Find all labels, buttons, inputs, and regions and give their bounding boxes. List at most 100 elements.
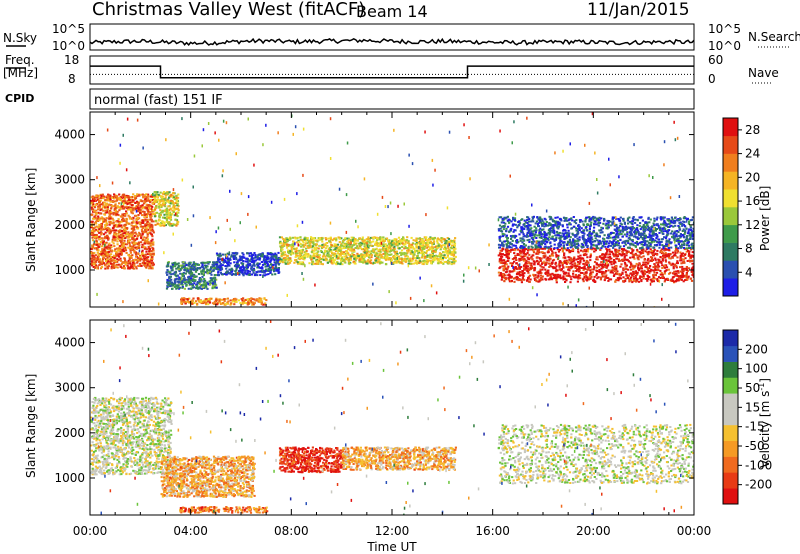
scatter-cell bbox=[253, 252, 256, 254]
scatter-cell bbox=[516, 276, 519, 279]
scatter-cell bbox=[173, 208, 176, 211]
scatter-cell bbox=[416, 254, 419, 257]
scatter-cell bbox=[181, 286, 184, 289]
scatter-cell bbox=[241, 262, 244, 265]
scatter-cell bbox=[148, 250, 151, 253]
scatter-cell bbox=[112, 235, 115, 237]
scatter-cell bbox=[681, 265, 684, 268]
scatter-cell bbox=[442, 237, 445, 240]
scatter-cell bbox=[409, 251, 412, 254]
scatter-cell bbox=[174, 274, 177, 277]
scatter-cell bbox=[217, 268, 220, 271]
scatter-cell bbox=[367, 236, 370, 239]
scatter-cell bbox=[202, 269, 205, 272]
scatter-cell bbox=[430, 254, 433, 257]
scatter-cell bbox=[317, 261, 320, 264]
scatter-cell bbox=[240, 257, 243, 260]
scatter-cell bbox=[257, 300, 260, 303]
scatter-cell bbox=[159, 211, 163, 214]
scatter-cell bbox=[668, 261, 671, 264]
scatter-cell bbox=[283, 257, 286, 260]
scatter-cell bbox=[210, 278, 214, 281]
scatter-cell bbox=[385, 237, 389, 240]
scatter-cell bbox=[645, 263, 648, 266]
scatter-cell bbox=[401, 240, 404, 243]
scatter-cell bbox=[437, 243, 440, 246]
scatter-cell bbox=[332, 258, 335, 261]
scatter-cell bbox=[97, 197, 100, 200]
scatter-cell bbox=[105, 204, 108, 207]
scatter-cell bbox=[180, 282, 183, 285]
scatter-cell bbox=[307, 254, 310, 257]
noise-tick-bottom-left: 10^0 bbox=[52, 39, 85, 53]
scatter-cell bbox=[568, 269, 571, 272]
scatter-cell bbox=[121, 200, 124, 203]
scatter-cell bbox=[516, 271, 519, 274]
scatter-cell bbox=[404, 240, 407, 243]
scatter-cell bbox=[95, 213, 98, 216]
scatter-cell bbox=[166, 273, 169, 276]
scatter-cell bbox=[232, 256, 235, 259]
scatter-cell bbox=[158, 215, 161, 218]
scatter-cell bbox=[364, 249, 367, 252]
scatter-cell bbox=[234, 251, 237, 254]
scatter-cell bbox=[171, 287, 174, 290]
scatter-cell bbox=[504, 248, 507, 251]
scatter-cell bbox=[280, 258, 283, 261]
scatter-cell bbox=[384, 243, 387, 246]
scatter-cell bbox=[195, 267, 198, 270]
scatter-cell bbox=[120, 220, 123, 223]
scatter-cell bbox=[172, 205, 175, 208]
scatter-cell bbox=[200, 287, 203, 290]
scatter-cell bbox=[148, 231, 151, 234]
scatter-cell bbox=[103, 250, 106, 253]
scatter-cell bbox=[569, 281, 572, 284]
scatter-cell bbox=[248, 298, 251, 301]
scatter-cell bbox=[274, 265, 277, 267]
scatter-cell bbox=[247, 273, 250, 276]
scatter-cell bbox=[153, 194, 156, 197]
scatter-cell bbox=[377, 258, 380, 261]
scatter-cell bbox=[513, 252, 516, 255]
power-scatter bbox=[90, 112, 694, 307]
scatter-cell bbox=[412, 262, 415, 265]
scatter-cell bbox=[127, 206, 130, 209]
scatter-cell bbox=[101, 259, 104, 262]
scatter-cell bbox=[143, 214, 146, 216]
scatter-cell bbox=[152, 241, 155, 244]
scatter-cell bbox=[299, 242, 302, 245]
scatter-cell bbox=[150, 262, 153, 265]
scatter-cell bbox=[601, 263, 605, 266]
scatter-cell bbox=[209, 282, 212, 285]
scatter-cell bbox=[106, 226, 109, 229]
scatter-cell bbox=[653, 248, 656, 251]
scatter-cell bbox=[243, 256, 246, 259]
scatter-cell bbox=[107, 254, 110, 257]
scatter-cell bbox=[154, 211, 157, 214]
scatter-cell bbox=[623, 280, 627, 282]
scatter-cell bbox=[122, 232, 125, 235]
scatter-cell bbox=[180, 267, 183, 270]
scatter-cell bbox=[429, 241, 432, 244]
scatter-cell bbox=[226, 265, 229, 268]
scatter-cell bbox=[171, 262, 174, 265]
scatter-cell bbox=[113, 209, 116, 212]
scatter-cell bbox=[287, 257, 290, 260]
scatter-cell bbox=[351, 245, 354, 248]
scatter-cell bbox=[128, 217, 131, 220]
scatter-cell bbox=[106, 253, 109, 256]
scatter-cell bbox=[164, 224, 167, 227]
scatter-cell bbox=[600, 267, 603, 270]
scatter-cell bbox=[365, 262, 368, 265]
scatter-cell bbox=[190, 277, 193, 280]
scatter-cell bbox=[558, 268, 561, 271]
scatter-cell bbox=[324, 247, 328, 250]
scatter-cell bbox=[194, 276, 197, 278]
scatter-cell bbox=[119, 253, 122, 255]
scatter-cell bbox=[625, 274, 628, 277]
scatter-cell bbox=[648, 276, 651, 279]
scatter-cell bbox=[382, 244, 385, 247]
scatter-cell bbox=[146, 233, 149, 236]
scatter-cell bbox=[656, 249, 659, 252]
scatter-cell bbox=[98, 263, 101, 266]
